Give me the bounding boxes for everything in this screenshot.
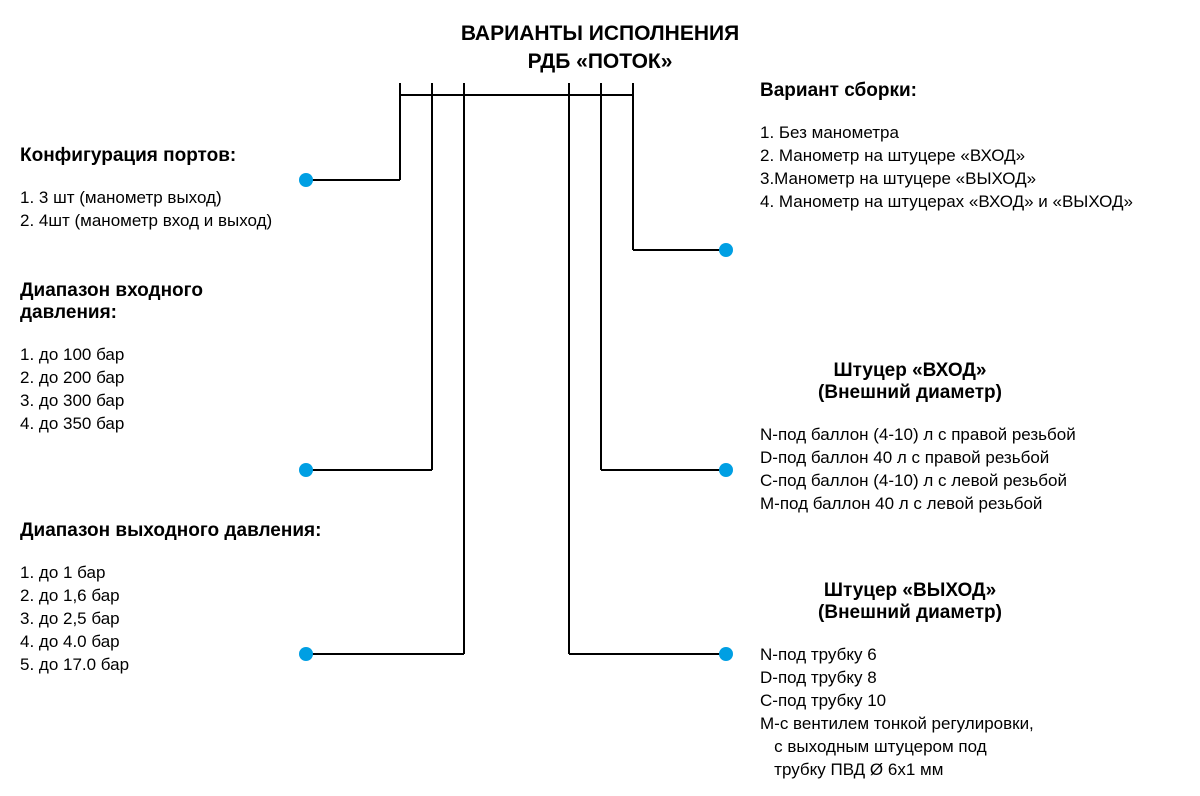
diagram-page: ВАРИАНТЫ ИСПОЛНЕНИЯ РДБ «ПОТОК» Конфигур…	[0, 0, 1200, 796]
list-item: 2. Манометр на штуцере «ВХОД»	[760, 145, 1190, 168]
list-item: N-под баллон (4-10) л с правой резьбой	[760, 424, 1190, 447]
list-item: 4. до 4.0 бар	[20, 631, 380, 654]
right-block-2: Штуцер «ВЫХОД» (Внешний диаметр) N-под тр…	[760, 580, 1190, 782]
connector-dot-icon	[719, 463, 733, 477]
block-heading: Конфигурация портов:	[20, 145, 380, 167]
list-item: 4. до 350 бар	[20, 413, 380, 436]
spacer	[20, 554, 380, 562]
title-line-2: РДБ «ПОТОК»	[0, 50, 1200, 74]
block-heading: Штуцер «ВЫХОД» (Внешний диаметр)	[780, 580, 1040, 624]
list-item: 1. до 1 бар	[20, 562, 380, 585]
spacer	[760, 114, 1190, 122]
list-item: 1. Без манометра	[760, 122, 1190, 145]
left-block-1: Диапазон входного давления: 1. до 100 бар…	[20, 280, 380, 436]
connector-dot-icon	[719, 647, 733, 661]
left-block-0: Конфигурация портов: 1. 3 шт (манометр вы…	[20, 145, 380, 233]
right-block-0: Вариант сборки: 1. Без манометра2. Маноме…	[760, 80, 1190, 214]
list-item: 3. до 300 бар	[20, 390, 380, 413]
list-item: 3. до 2,5 бар	[20, 608, 380, 631]
list-item: 2. до 200 бар	[20, 367, 380, 390]
list-item: 2. до 1,6 бар	[20, 585, 380, 608]
list-item: 2. 4шт (манометр вход и выход)	[20, 210, 380, 233]
block-heading: Вариант сборки:	[760, 80, 1190, 102]
spacer	[20, 336, 380, 344]
title-line-1: ВАРИАНТЫ ИСПОЛНЕНИЯ	[0, 22, 1200, 46]
list-item: M-под баллон 40 л с левой резьбой	[760, 493, 1190, 516]
connector-dot-icon	[299, 463, 313, 477]
list-item: D-под баллон 40 л с правой резьбой	[760, 447, 1190, 470]
spacer	[760, 416, 1190, 424]
list-item: 3.Манометр на штуцере «ВЫХОД»	[760, 168, 1190, 191]
list-item: 1. до 100 бар	[20, 344, 380, 367]
list-item: D-под трубку 8	[760, 667, 1190, 690]
spacer	[760, 636, 1190, 644]
spacer	[20, 179, 380, 187]
block-heading: Диапазон входного давления:	[20, 280, 380, 324]
block-heading: Диапазон выходного давления:	[20, 520, 380, 542]
list-item: 4. Манометр на штуцерах «ВХОД» и «ВЫХОД»	[760, 191, 1190, 214]
block-heading: Штуцер «ВХОД» (Внешний диаметр)	[780, 360, 1040, 404]
list-item: N-под трубку 6	[760, 644, 1190, 667]
list-item: M-с вентилем тонкой регулировки, с выход…	[760, 713, 1190, 782]
right-block-1: Штуцер «ВХОД» (Внешний диаметр) N-под бал…	[760, 360, 1190, 516]
list-item: 1. 3 шт (манометр выход)	[20, 187, 380, 210]
list-item: C-под баллон (4-10) л с левой резьбой	[760, 470, 1190, 493]
list-item: C-под трубку 10	[760, 690, 1190, 713]
left-block-2: Диапазон выходного давления: 1. до 1 бар2…	[20, 520, 380, 677]
connector-dot-icon	[719, 243, 733, 257]
list-item: 5. до 17.0 бар	[20, 654, 380, 677]
